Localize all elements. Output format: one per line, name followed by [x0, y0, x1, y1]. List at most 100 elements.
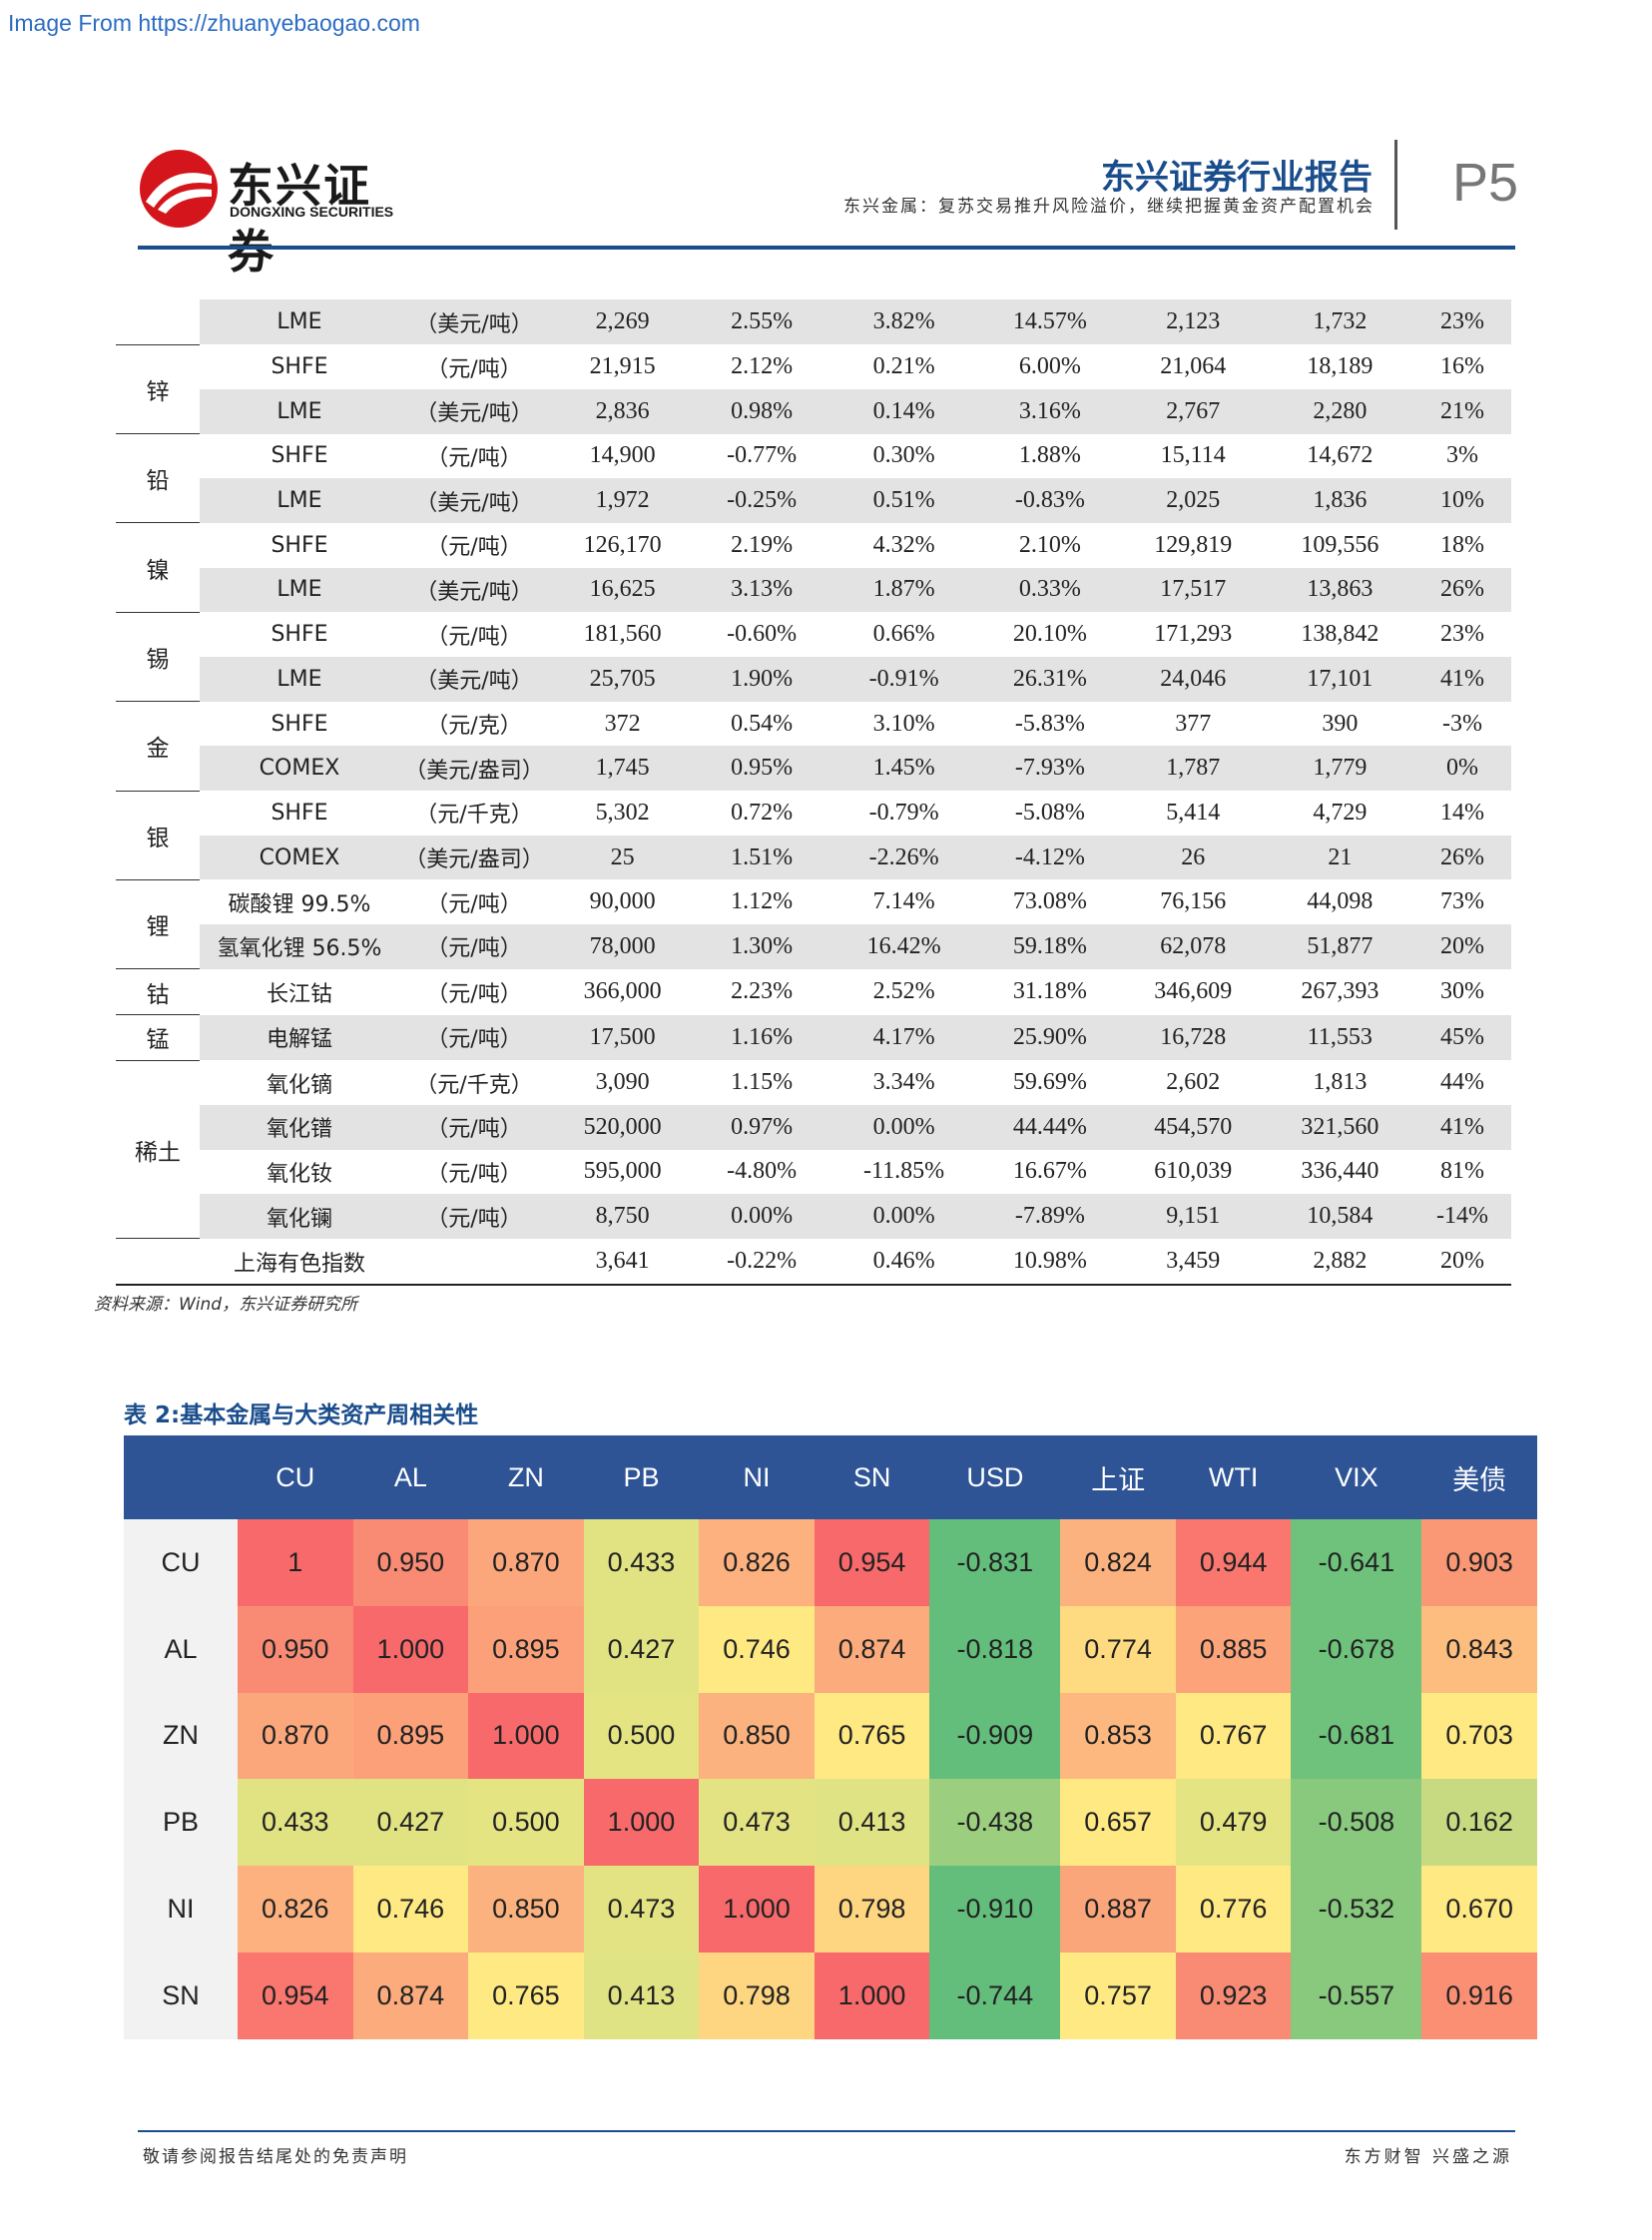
correlation-cell: -0.909: [929, 1692, 1061, 1780]
value-cell: 73%: [1439, 888, 1484, 915]
index-value-cell: -0.22%: [696, 1238, 828, 1287]
unit-cell: （元/吨）: [426, 356, 522, 382]
value-cell: 59.18%: [980, 924, 1120, 969]
value-cell: 0.30%: [872, 442, 935, 469]
footer-disclaimer: 敬请参阅报告结尾处的免责声明: [143, 2147, 408, 2167]
exchange-cell: COMEX: [200, 835, 399, 880]
correlation-cell: -0.831: [929, 1519, 1061, 1606]
corner-header-cell: [124, 1435, 238, 1519]
column-header-VIX: VIX: [1291, 1435, 1422, 1519]
unit-cell: （元/吨）: [399, 1104, 549, 1150]
correlation-cell: 0.843: [1421, 1605, 1537, 1693]
unit-cell: （美元/盎司）: [399, 835, 549, 880]
value-cell: 3.82%: [827, 299, 981, 345]
value-cell: 0.72%: [731, 799, 794, 826]
value-cell: 20%: [1412, 924, 1511, 969]
value-cell: 2,269: [549, 299, 697, 345]
correlation-cell: 0.427: [352, 1779, 469, 1867]
table-row: LME （美元/吨） 1,972 -0.25% 0.51% -0.83% 2,025 1,83…: [116, 478, 1511, 523]
value-cell: 45%: [1412, 1014, 1511, 1061]
table-row: LME （美元/吨） 16,625 3.13% 1.87% 0.33% 17,517 13,8…: [116, 567, 1511, 613]
value-cell: 26.31%: [980, 657, 1120, 702]
metal-name-cell: 铅: [116, 433, 200, 524]
value-cell: 1.45%: [827, 746, 981, 792]
value-cell: 41%: [1412, 1104, 1511, 1150]
correlation-row: ZN 0.870 0.895 1.000 0.500 0.850 0.765 -0.909 0.…: [124, 1692, 1537, 1780]
correlation-cell: 1: [238, 1519, 353, 1606]
correlation-cell: 0.765: [814, 1692, 930, 1780]
exchange-cell: 氧化镝: [266, 1072, 332, 1098]
value-cell: 30%: [1439, 978, 1484, 1005]
correlation-cell: 0.670: [1421, 1866, 1537, 1953]
exchange-cell: SHFE: [271, 711, 328, 737]
unit-cell: （美元/吨）: [399, 478, 549, 523]
value-cell: 610,039: [1154, 1158, 1233, 1185]
value-cell: -3%: [1441, 710, 1482, 737]
value-cell: 44.44%: [980, 1104, 1120, 1150]
value-cell: 0%: [1412, 746, 1511, 792]
value-cell: 2,602: [1166, 1069, 1221, 1096]
value-cell: 17,500: [549, 1014, 697, 1061]
metal-name-cell: 锂: [116, 879, 200, 970]
metal-name-cell: 锌: [116, 344, 200, 435]
correlation-row: PB 0.433 0.427 0.500 1.000 0.473 0.413 -0.438 0.…: [124, 1779, 1537, 1867]
correlation-cell: 0.954: [238, 1952, 353, 2039]
report-subtitle: 东兴金属：复苏交易推升风险溢价，继续把握黄金资产配置机会: [843, 197, 1375, 217]
value-cell: 3%: [1445, 442, 1478, 469]
correlation-cell: 0.874: [352, 1952, 469, 2039]
value-cell: 3.13%: [696, 567, 828, 613]
value-cell: 16%: [1439, 353, 1484, 380]
correlation-cell: 0.950: [238, 1605, 353, 1693]
exchange-cell: 氢氧化锂 56.5%: [200, 924, 399, 969]
source-watermark[interactable]: Image From https://zhuanyebaogao.com: [8, 10, 420, 36]
correlation-cell: -0.557: [1291, 1952, 1422, 2039]
column-header-NI: NI: [699, 1435, 815, 1519]
unit-cell: （元/吨）: [426, 445, 522, 471]
metal-name-cell: 金: [116, 701, 200, 792]
correlation-cell: 0.870: [468, 1519, 584, 1606]
exchange-cell: LME: [200, 478, 399, 523]
value-cell: -0.83%: [980, 478, 1120, 523]
correlation-cell: 0.657: [1060, 1779, 1176, 1867]
correlation-cell: 0.427: [583, 1605, 700, 1693]
value-cell: 2,280: [1266, 388, 1413, 434]
value-cell: 21,915: [589, 353, 656, 380]
value-cell: 0.14%: [827, 388, 981, 434]
value-cell: 17,101: [1266, 657, 1413, 702]
exchange-cell: 氧化镧: [200, 1194, 399, 1239]
unit-cell: （美元/吨）: [399, 657, 549, 702]
correlation-cell: 0.885: [1175, 1605, 1292, 1693]
exchange-cell: SHFE: [271, 622, 328, 648]
table-row: 氧化镧 （元/吨） 8,750 0.00% 0.00% -7.89% 9,151 10,584…: [116, 1194, 1511, 1239]
value-cell: -7.93%: [980, 746, 1120, 792]
correlation-cell: 0.916: [1421, 1952, 1537, 2039]
value-cell: 90,000: [589, 888, 656, 915]
unit-cell: （元/吨）: [426, 891, 522, 917]
correlation-cell: 0.853: [1060, 1692, 1176, 1780]
table-row: 金 SHFE （元/克） 372 0.54% 3.10% -5.83% 377 390 -3%: [116, 701, 1511, 792]
value-cell: 76,156: [1160, 888, 1227, 915]
value-cell: 1,745: [549, 746, 697, 792]
correlation-cell: 0.870: [238, 1692, 353, 1780]
exchange-cell: COMEX: [200, 746, 399, 792]
unit-cell: （元/千克）: [415, 803, 533, 829]
value-cell: 1,972: [549, 478, 697, 523]
column-header-美债: 美债: [1421, 1435, 1537, 1519]
metal-name-cell: 镍: [116, 522, 200, 613]
exchange-cell: SHFE: [271, 354, 328, 380]
exchange-cell: LME: [200, 567, 399, 613]
exchange-cell: 氧化钕: [266, 1161, 332, 1187]
unit-cell: （美元/吨）: [399, 388, 549, 434]
value-cell: 0.95%: [696, 746, 828, 792]
index-value-cell: 10.98%: [980, 1238, 1120, 1287]
correlation-cell: 1.000: [699, 1866, 815, 1953]
footer-slogan: 东方财智 兴盛之源: [1344, 2147, 1512, 2167]
value-cell: 4.32%: [872, 531, 935, 558]
value-cell: -0.79%: [868, 799, 939, 826]
logo-english-name: DONGXING SECURITIES: [230, 204, 394, 220]
table-row: 氢氧化锂 56.5% （元/吨） 78,000 1.30% 16.42% 59.18% 62…: [116, 924, 1511, 969]
value-cell: 4,729: [1313, 799, 1368, 826]
column-header-上证: 上证: [1060, 1435, 1176, 1519]
correlation-cell: 0.824: [1060, 1519, 1176, 1606]
correlation-cell: 1.000: [352, 1605, 469, 1693]
